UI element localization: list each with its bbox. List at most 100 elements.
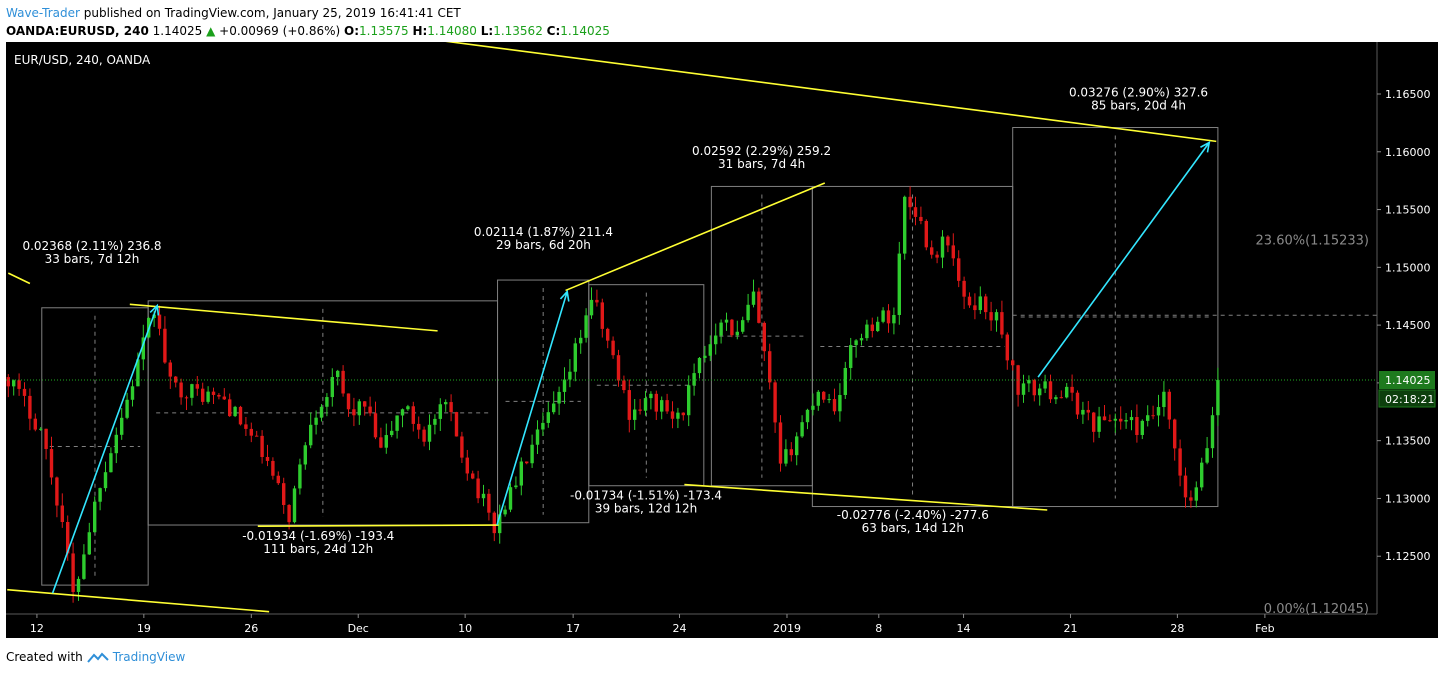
candle-body — [930, 247, 934, 255]
candle-body — [373, 413, 378, 438]
candle-body — [870, 324, 874, 332]
open-value: 1.13575 — [359, 24, 409, 38]
price-tick-label: 1.16500 — [1385, 88, 1431, 101]
candle-body — [1189, 497, 1193, 501]
candle-body — [708, 344, 712, 356]
candle-body — [22, 388, 27, 396]
author-link[interactable]: Wave-Trader — [6, 6, 80, 20]
last-price-tag — [1379, 371, 1435, 389]
measure-label-line2: 29 bars, 6d 20h — [496, 238, 591, 252]
chart-title: EUR/USD, 240, OANDA — [14, 53, 151, 67]
chart-area[interactable]: EUR/USD, 240, OANDA 0.02368 (2.11%) 236.8… — [6, 42, 1438, 638]
candle-body — [595, 299, 599, 303]
tradingview-logo-icon — [87, 652, 109, 663]
candle-body — [28, 395, 32, 419]
trendline-dec-rise[interactable] — [565, 182, 826, 292]
candle-body — [82, 554, 86, 579]
time-tick-label: Dec — [348, 622, 369, 635]
candle-body — [741, 320, 745, 332]
candle-body — [616, 355, 621, 381]
candle-body — [757, 291, 761, 323]
price-tick-label: 1.15000 — [1385, 261, 1431, 274]
trendlines — [6, 42, 1377, 613]
candle-body — [573, 343, 577, 372]
candle-body — [865, 324, 869, 339]
candle-body — [222, 396, 226, 400]
candle-body — [114, 434, 118, 454]
arrow-dec[interactable] — [496, 291, 568, 526]
measure-label-line1: -0.01734 (-1.51%) -173.4 — [570, 489, 722, 503]
candle-body — [541, 422, 545, 430]
trendline-upper-channel[interactable] — [416, 42, 1217, 143]
candle-body — [352, 409, 356, 416]
candle-body — [201, 388, 205, 402]
trendline-nov-top[interactable] — [129, 303, 438, 332]
candle-body — [978, 296, 982, 311]
candle-body — [395, 415, 399, 431]
price-tick-label: 1.12500 — [1385, 550, 1431, 563]
trendline-jan-bottom[interactable] — [684, 483, 1048, 511]
candle-body — [76, 578, 81, 592]
candle-body — [795, 436, 799, 456]
time-tick-label: 19 — [137, 622, 151, 635]
candle-body — [994, 312, 999, 321]
measure-label-line2: 63 bars, 14d 12h — [862, 521, 964, 535]
chart-svg[interactable]: EUR/USD, 240, OANDA 0.02368 (2.11%) 236.8… — [6, 42, 1438, 638]
candle-body — [346, 393, 351, 410]
arrow-proj[interactable] — [1037, 142, 1210, 378]
arrowhead-icon — [559, 289, 570, 302]
measure-label-line2: 33 bars, 7d 12h — [45, 252, 140, 266]
candle-body — [643, 398, 648, 411]
candle-body — [665, 400, 669, 412]
measure-boxes — [41, 127, 1377, 586]
tradingview-brand-link[interactable]: TradingView — [112, 650, 186, 664]
candle-body — [341, 370, 345, 394]
candle-body — [557, 391, 561, 404]
candle-body — [55, 477, 59, 506]
candle-body — [1119, 418, 1123, 422]
low-label: L: — [480, 24, 494, 38]
candle-body — [660, 400, 664, 412]
candle-body — [681, 412, 685, 416]
trendline-left-stub[interactable] — [7, 272, 31, 285]
symbol-label: OANDA:EURUSD, 240 — [6, 24, 149, 38]
measure-label-line2: 111 bars, 24d 12h — [263, 542, 373, 556]
trendline-nov-bottom[interactable] — [257, 524, 499, 527]
arrow-nov[interactable] — [51, 305, 159, 594]
candle-body — [449, 402, 453, 413]
symbol-line: OANDA:EURUSD, 240 1.14025 ▲ +0.00969 (+0… — [6, 22, 610, 40]
candle-body — [751, 291, 756, 305]
candle-body — [1129, 417, 1134, 421]
candle-body — [330, 377, 334, 398]
candle-body — [60, 505, 64, 523]
candle-body — [762, 322, 766, 352]
candle-body — [481, 493, 486, 499]
candle-body — [1140, 420, 1144, 435]
candle-body — [687, 385, 691, 416]
candle-body — [935, 254, 939, 258]
candle-body — [87, 532, 91, 555]
measure-label-line2: 31 bars, 7d 4h — [718, 157, 805, 171]
candle-body — [174, 376, 178, 383]
candle-body — [1081, 409, 1085, 415]
candle-body — [93, 501, 97, 533]
price-tick-label: 1.15500 — [1385, 204, 1431, 217]
candle-body — [438, 404, 442, 419]
candle-body — [195, 384, 199, 389]
candle-body — [838, 394, 842, 412]
candle-body — [562, 379, 567, 392]
candle-body — [244, 424, 248, 429]
candle-body — [1065, 386, 1069, 398]
candle-body — [897, 253, 901, 315]
close-value: 1.14025 — [560, 24, 610, 38]
candle-body — [973, 305, 977, 311]
fib-level-label: 23.60%(1.15233) — [1256, 233, 1369, 248]
candle-body — [287, 504, 291, 523]
candle-body — [157, 314, 162, 329]
candle-body — [400, 409, 405, 416]
candle-body — [1102, 416, 1107, 421]
candle-body — [411, 406, 415, 424]
trendline-lower-channel[interactable] — [7, 588, 270, 613]
candle-body — [141, 337, 145, 360]
candle-body — [568, 371, 572, 380]
